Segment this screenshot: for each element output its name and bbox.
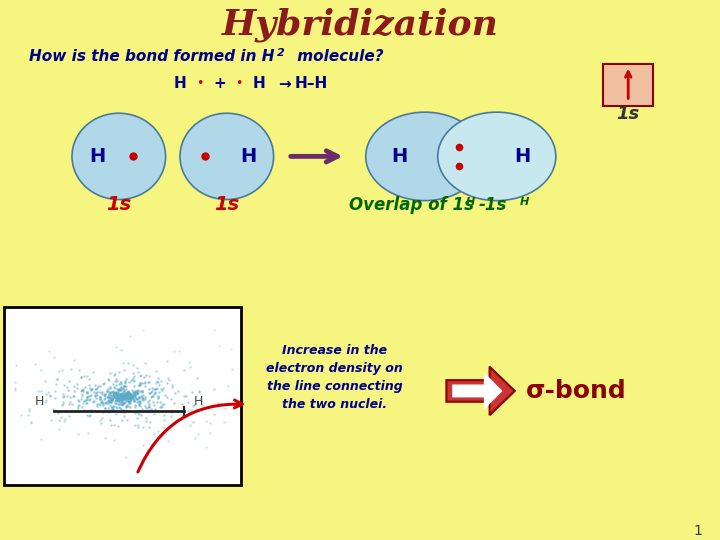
Text: Hybridization: Hybridization	[222, 7, 498, 42]
Circle shape	[366, 112, 484, 200]
Text: H: H	[193, 395, 203, 408]
Text: +: +	[213, 76, 226, 91]
Circle shape	[438, 112, 556, 200]
Text: H: H	[174, 76, 186, 91]
Text: H: H	[466, 197, 475, 206]
Text: H: H	[514, 147, 530, 166]
Text: •: •	[197, 77, 204, 90]
Text: H: H	[520, 197, 529, 206]
Text: H: H	[392, 147, 408, 166]
Polygon shape	[452, 372, 503, 410]
Polygon shape	[446, 367, 515, 415]
Text: H: H	[35, 395, 45, 408]
Text: 1s: 1s	[106, 195, 132, 214]
Text: molecule?: molecule?	[292, 49, 383, 64]
Text: H: H	[89, 147, 105, 166]
Text: 1: 1	[693, 524, 702, 538]
Text: Overlap of 1s: Overlap of 1s	[349, 196, 474, 214]
Text: 1s: 1s	[616, 105, 640, 123]
Text: →: →	[278, 76, 291, 91]
Text: H–H: H–H	[294, 76, 328, 91]
Text: •: •	[235, 77, 243, 90]
FancyBboxPatch shape	[4, 307, 241, 485]
Text: H: H	[253, 76, 266, 91]
FancyArrowPatch shape	[138, 400, 242, 472]
FancyBboxPatch shape	[603, 64, 653, 106]
Text: H: H	[240, 147, 256, 166]
Ellipse shape	[180, 113, 274, 199]
Text: 1s: 1s	[214, 195, 240, 214]
Text: 2: 2	[277, 48, 285, 58]
Text: How is the bond formed in H: How is the bond formed in H	[29, 49, 274, 64]
Text: Increase in the
electron density on
the line connecting
the two nuclei.: Increase in the electron density on the …	[266, 344, 403, 411]
Text: σ-bond: σ-bond	[526, 379, 626, 403]
Ellipse shape	[72, 113, 166, 199]
Text: -1s: -1s	[479, 196, 507, 214]
